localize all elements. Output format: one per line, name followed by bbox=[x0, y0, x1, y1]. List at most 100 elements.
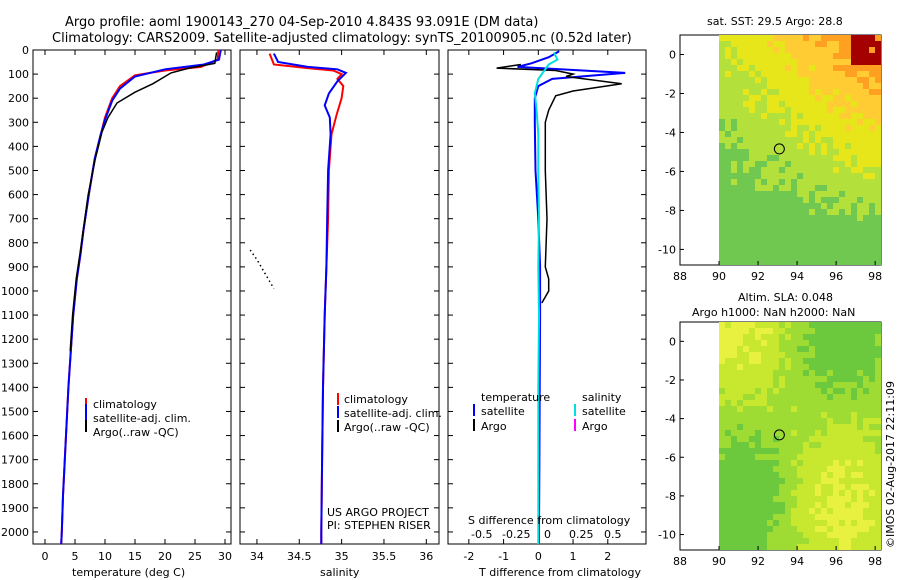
map-cell bbox=[719, 346, 725, 352]
map-cell bbox=[797, 59, 803, 65]
map-cell bbox=[851, 107, 857, 113]
map-cell bbox=[863, 239, 869, 245]
map-cell bbox=[821, 472, 827, 478]
map-cell bbox=[833, 412, 839, 418]
map-cell bbox=[785, 442, 791, 448]
map-cell bbox=[785, 239, 791, 245]
map-cell bbox=[767, 508, 773, 514]
map-cell bbox=[809, 328, 815, 334]
map-cell bbox=[773, 532, 779, 538]
difference-axes-frame bbox=[447, 49, 647, 545]
map-cell bbox=[863, 191, 869, 197]
map-cell bbox=[755, 472, 761, 478]
map-cell bbox=[785, 203, 791, 209]
map-cell bbox=[743, 263, 749, 265]
legend-label-argo: Argo bbox=[582, 420, 608, 433]
map-cell bbox=[725, 436, 731, 442]
map-cell bbox=[857, 502, 863, 508]
y-tick-label: 1100 bbox=[1, 309, 29, 322]
map-cell bbox=[839, 454, 845, 460]
map-cell bbox=[875, 436, 881, 442]
map-cell bbox=[755, 77, 761, 83]
map-cell bbox=[767, 538, 773, 544]
map-cell bbox=[719, 502, 725, 508]
map-cell bbox=[719, 352, 725, 358]
map-cell bbox=[815, 472, 821, 478]
map-cell bbox=[809, 203, 815, 209]
map-cell bbox=[743, 502, 749, 508]
map-cell bbox=[875, 412, 881, 418]
map-cell bbox=[725, 526, 731, 532]
map-cell bbox=[803, 508, 809, 514]
map-cell bbox=[863, 41, 869, 47]
map-cell bbox=[725, 442, 731, 448]
map-cell bbox=[797, 346, 803, 352]
map-cell bbox=[839, 466, 845, 472]
map-cell bbox=[869, 47, 875, 53]
x-tick-label: 92 bbox=[751, 555, 765, 568]
map-cell bbox=[857, 215, 863, 221]
map-cell bbox=[809, 173, 815, 179]
map-cell bbox=[749, 119, 755, 125]
map-cell bbox=[773, 424, 779, 430]
map-cell bbox=[725, 460, 731, 466]
map-cell bbox=[791, 197, 797, 203]
map-cell bbox=[719, 358, 725, 364]
map-cell bbox=[719, 496, 725, 502]
map-cell bbox=[857, 436, 863, 442]
map-cell bbox=[749, 71, 755, 77]
map-cell bbox=[767, 436, 773, 442]
map-cell bbox=[737, 167, 743, 173]
map-cell bbox=[779, 65, 785, 71]
map-cell bbox=[719, 245, 725, 251]
map-cell bbox=[869, 197, 875, 203]
map-cell bbox=[809, 436, 815, 442]
map-cell bbox=[857, 424, 863, 430]
map-cell bbox=[833, 53, 839, 59]
map-cell bbox=[755, 388, 761, 394]
map-cell bbox=[869, 113, 875, 119]
map-cell bbox=[779, 388, 785, 394]
map-cell bbox=[737, 496, 743, 502]
map-cell bbox=[785, 478, 791, 484]
map-cell bbox=[851, 388, 857, 394]
map-cell bbox=[851, 197, 857, 203]
map-cell bbox=[779, 466, 785, 472]
map-cell bbox=[779, 460, 785, 466]
map-cell bbox=[755, 173, 761, 179]
map-cell bbox=[767, 484, 773, 490]
map-cell bbox=[845, 400, 851, 406]
map-cell bbox=[797, 478, 803, 484]
map-cell bbox=[767, 257, 773, 263]
map-cell bbox=[833, 322, 839, 328]
map-cell bbox=[755, 424, 761, 430]
y-tick-label: 1700 bbox=[1, 454, 29, 467]
map-cell bbox=[719, 125, 725, 131]
map-cell bbox=[761, 53, 767, 59]
map-cell bbox=[857, 233, 863, 239]
map-cell bbox=[833, 424, 839, 430]
map-cell bbox=[875, 454, 881, 460]
map-cell bbox=[833, 227, 839, 233]
map-cell bbox=[821, 436, 827, 442]
map-cell bbox=[857, 532, 863, 538]
map-cell bbox=[725, 322, 731, 328]
map-cell bbox=[749, 197, 755, 203]
map-cell bbox=[761, 77, 767, 83]
map-cell bbox=[773, 233, 779, 239]
map-cell bbox=[767, 400, 773, 406]
map-cell bbox=[803, 83, 809, 89]
map-cell bbox=[719, 77, 725, 83]
map-cell bbox=[827, 233, 833, 239]
map-cell bbox=[761, 484, 767, 490]
map-cell bbox=[797, 358, 803, 364]
map-cell bbox=[761, 221, 767, 227]
map-cell bbox=[857, 478, 863, 484]
map-cell bbox=[749, 65, 755, 71]
map-cell bbox=[785, 364, 791, 370]
map-cell bbox=[803, 490, 809, 496]
map-cell bbox=[869, 191, 875, 197]
map-cell bbox=[749, 538, 755, 544]
map-cell bbox=[719, 161, 725, 167]
map-cell bbox=[791, 137, 797, 143]
